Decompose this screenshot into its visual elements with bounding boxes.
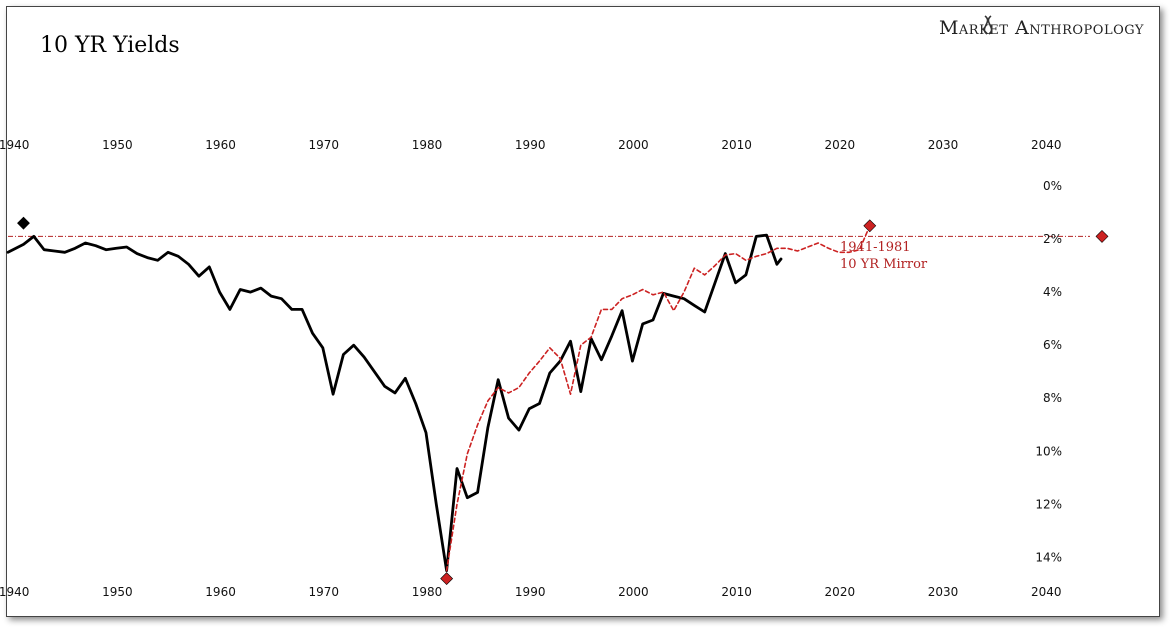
x-tick-label-top: 1990 [515,138,546,152]
x-tick-label-bottom: 1940 [0,585,29,599]
x-tick-label-top: 1980 [412,138,443,152]
y-tick-label: 12% [1035,497,1062,511]
brand-logo-text: Market Anthropology [939,17,1144,39]
mirror-annotation-line-1: 1941-1981 [840,240,911,255]
x-tick-label-top: 1950 [102,138,133,152]
y-tick-label: 4% [1043,285,1062,299]
y-tick-label: 0% [1043,179,1062,193]
x-tick-label-bottom: 1950 [102,585,133,599]
mirror-annotation-line-2: 10 YR Mirror [840,257,928,272]
y-tick-label: 6% [1043,338,1062,352]
x-tick-label-bottom: 2020 [825,585,856,599]
x-tick-label-bottom: 2030 [928,585,959,599]
x-tick-label-top: 2020 [825,138,856,152]
x-tick-label-bottom: 1960 [205,585,236,599]
x-tick-label-top: 2040 [1031,138,1062,152]
x-tick-label-bottom: 2010 [721,585,752,599]
diamond-marker [1095,229,1109,243]
x-tick-label-top: 2010 [721,138,752,152]
x-tick-label-bottom: 1970 [309,585,340,599]
y-tick-label: 14% [1035,550,1062,564]
x-tick-label-top: 1960 [205,138,236,152]
x-tick-label-top: 1970 [309,138,340,152]
diamond-marker [17,216,30,230]
chart-title: 10 YR Yields [40,33,180,58]
y-tick-label: 8% [1043,391,1062,405]
y-tick-label: 10% [1035,444,1062,458]
x-tick-label-top: 1940 [0,138,29,152]
x-tick-label-bottom: 2000 [618,585,649,599]
x-tick-label-top: 2000 [618,138,649,152]
series-line-mirror [445,225,871,572]
series-line-actual [6,233,783,573]
chart-frame [6,6,1160,617]
brand-logo-icon [983,15,993,35]
x-tick-label-top: 2030 [928,138,959,152]
x-tick-label-bottom: 1990 [515,585,546,599]
diamond-marker [863,219,877,233]
x-tick-label-bottom: 1980 [412,585,443,599]
x-tick-label-bottom: 2040 [1031,585,1062,599]
diamond-marker [440,572,454,586]
y-tick-label: 2% [1043,232,1062,246]
